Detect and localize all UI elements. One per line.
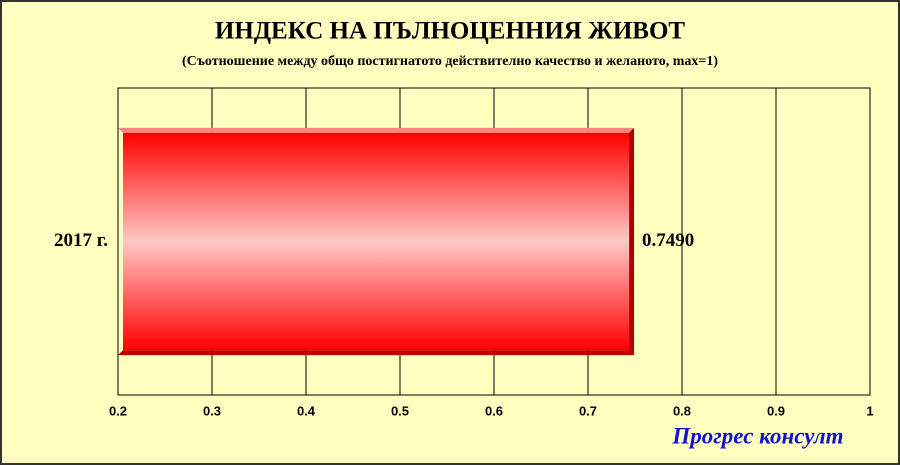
x-tick-label: 0.3 (203, 403, 221, 418)
bar (123, 132, 630, 351)
bar-bevel (118, 127, 635, 133)
chart-title: ИНДЕКС НА ПЪЛНОЦЕННИЯ ЖИВОТ (215, 18, 685, 45)
x-tick-label: 1 (866, 403, 873, 418)
annotation: Прогрес консулт (671, 423, 843, 448)
x-tick-label: 0.2 (109, 403, 127, 418)
bar-bevel (629, 127, 635, 356)
x-tick-label: 0.4 (297, 403, 316, 418)
x-tick-label: 0.6 (485, 403, 503, 418)
x-tick-label: 0.9 (767, 403, 785, 418)
value-label: 0.7490 (642, 230, 694, 251)
x-tick-label: 0.5 (391, 403, 409, 418)
x-tick-label: 0.8 (673, 403, 691, 418)
chart-subtitle: (Съотношение между общо постигнатото дей… (182, 54, 718, 69)
bar-bevel (118, 350, 635, 356)
y-tick-label: 2017 г. (54, 230, 108, 251)
x-tick-label: 0.7 (579, 403, 597, 418)
